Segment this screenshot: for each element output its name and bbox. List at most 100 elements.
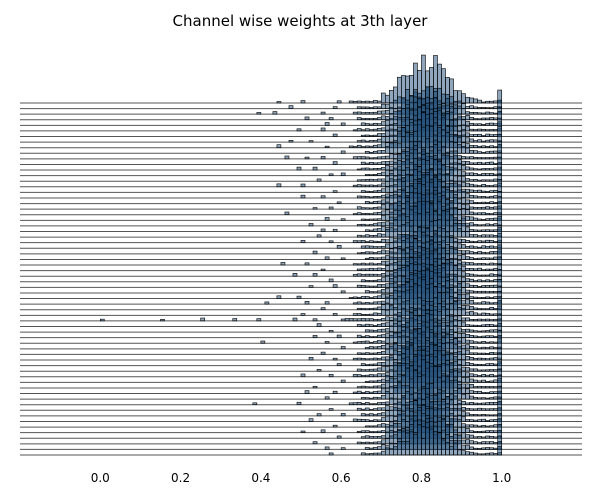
histogram-bar <box>384 380 390 389</box>
histogram-bar <box>368 207 374 210</box>
histogram-bar <box>469 268 474 271</box>
histogram-bar <box>356 206 362 210</box>
histogram-bar <box>477 139 482 143</box>
histogram-bar <box>389 90 394 104</box>
histogram-bar <box>380 233 386 238</box>
histogram-bar <box>493 100 499 104</box>
histogram-bar <box>356 374 362 378</box>
outlier-bar <box>296 295 302 299</box>
histogram-bar <box>360 302 366 305</box>
histogram-bar <box>457 419 462 428</box>
histogram-bar <box>477 196 482 199</box>
histogram-bar <box>384 348 390 355</box>
histogram-bar <box>461 287 466 294</box>
histogram-bar <box>409 431 414 456</box>
histogram-bar <box>380 238 386 243</box>
histogram-bar <box>465 262 470 266</box>
histogram-bar <box>473 368 478 372</box>
histogram-bar <box>485 201 490 204</box>
histogram-bar <box>356 111 362 115</box>
histogram-bar <box>376 340 382 344</box>
histogram-bar <box>380 225 386 232</box>
histogram-bar <box>485 312 490 316</box>
outlier-bar <box>328 117 334 121</box>
histogram-bar <box>473 156 478 160</box>
histogram-bar <box>376 117 382 121</box>
histogram-bar <box>469 319 474 322</box>
histogram-bar <box>489 206 494 210</box>
histogram-bar <box>397 440 402 456</box>
histogram-bar <box>473 312 478 316</box>
outlier-bar <box>308 418 314 422</box>
histogram-bar <box>477 302 482 305</box>
histogram-bar <box>376 138 382 143</box>
histogram-bar <box>493 106 499 109</box>
histogram-bar <box>360 195 366 199</box>
histogram-bar <box>485 441 490 445</box>
histogram-bar <box>493 352 499 355</box>
histogram-bar <box>481 352 486 355</box>
histogram-bar <box>485 285 490 288</box>
histogram-bar <box>376 346 382 350</box>
histogram-bar <box>368 267 374 271</box>
histogram-bar <box>485 363 490 366</box>
outlier-bar <box>332 106 338 109</box>
histogram-bar <box>481 436 486 439</box>
histogram-bar <box>477 207 482 210</box>
histogram-bar <box>372 396 378 400</box>
histogram-bar <box>364 234 370 238</box>
histogram-bar <box>477 151 482 154</box>
histogram-bar <box>360 419 366 422</box>
histogram-bar <box>380 245 386 249</box>
histogram-bar <box>489 229 494 232</box>
outlier-bar <box>340 447 346 450</box>
histogram-bar <box>360 318 366 322</box>
outlier-bar <box>312 250 318 255</box>
histogram-bar <box>384 415 390 422</box>
outlier-bar <box>332 424 338 428</box>
outlier-bar <box>296 166 302 171</box>
histogram-bar <box>481 224 486 227</box>
histogram-bar <box>380 373 386 378</box>
histogram-bar <box>473 318 478 322</box>
histogram-bar <box>364 123 370 126</box>
histogram-bar <box>368 297 374 299</box>
histogram-bar <box>469 134 474 137</box>
histogram-bar <box>360 252 366 255</box>
histogram-bar <box>493 146 499 148</box>
histogram-bar <box>461 337 466 344</box>
histogram-bar <box>489 107 494 109</box>
outlier-bar <box>328 206 334 210</box>
histogram-bar <box>461 294 466 299</box>
histogram-bar <box>413 433 418 456</box>
histogram-bar <box>461 445 466 450</box>
histogram-bar <box>461 134 466 143</box>
histogram-bar <box>489 173 494 176</box>
outlier-bar <box>160 319 165 322</box>
histogram-bar <box>356 313 362 316</box>
histogram-bar <box>461 146 466 154</box>
histogram-bar <box>356 117 362 121</box>
histogram-bar <box>477 397 482 400</box>
histogram-bar <box>473 140 478 143</box>
histogram-bar <box>364 184 370 188</box>
histogram-bar <box>473 241 478 243</box>
histogram-bar <box>473 280 478 283</box>
histogram-bar <box>368 151 374 154</box>
histogram-bar <box>489 346 494 350</box>
histogram-bar <box>389 345 394 355</box>
histogram-bar <box>376 100 382 104</box>
histogram-bar <box>376 222 382 227</box>
histogram-bar <box>380 127 386 132</box>
histogram-bar <box>465 273 470 277</box>
histogram-bar <box>489 234 494 238</box>
histogram-bar <box>481 117 486 121</box>
histogram-bar <box>368 386 374 389</box>
histogram-bar <box>473 379 478 383</box>
histogram-bar <box>469 401 474 406</box>
histogram-bar <box>360 430 366 433</box>
histogram-bar <box>469 257 474 260</box>
x-tick-label: 0.0 <box>91 471 110 485</box>
histogram-bar <box>368 168 374 171</box>
histogram-bar <box>469 414 474 417</box>
